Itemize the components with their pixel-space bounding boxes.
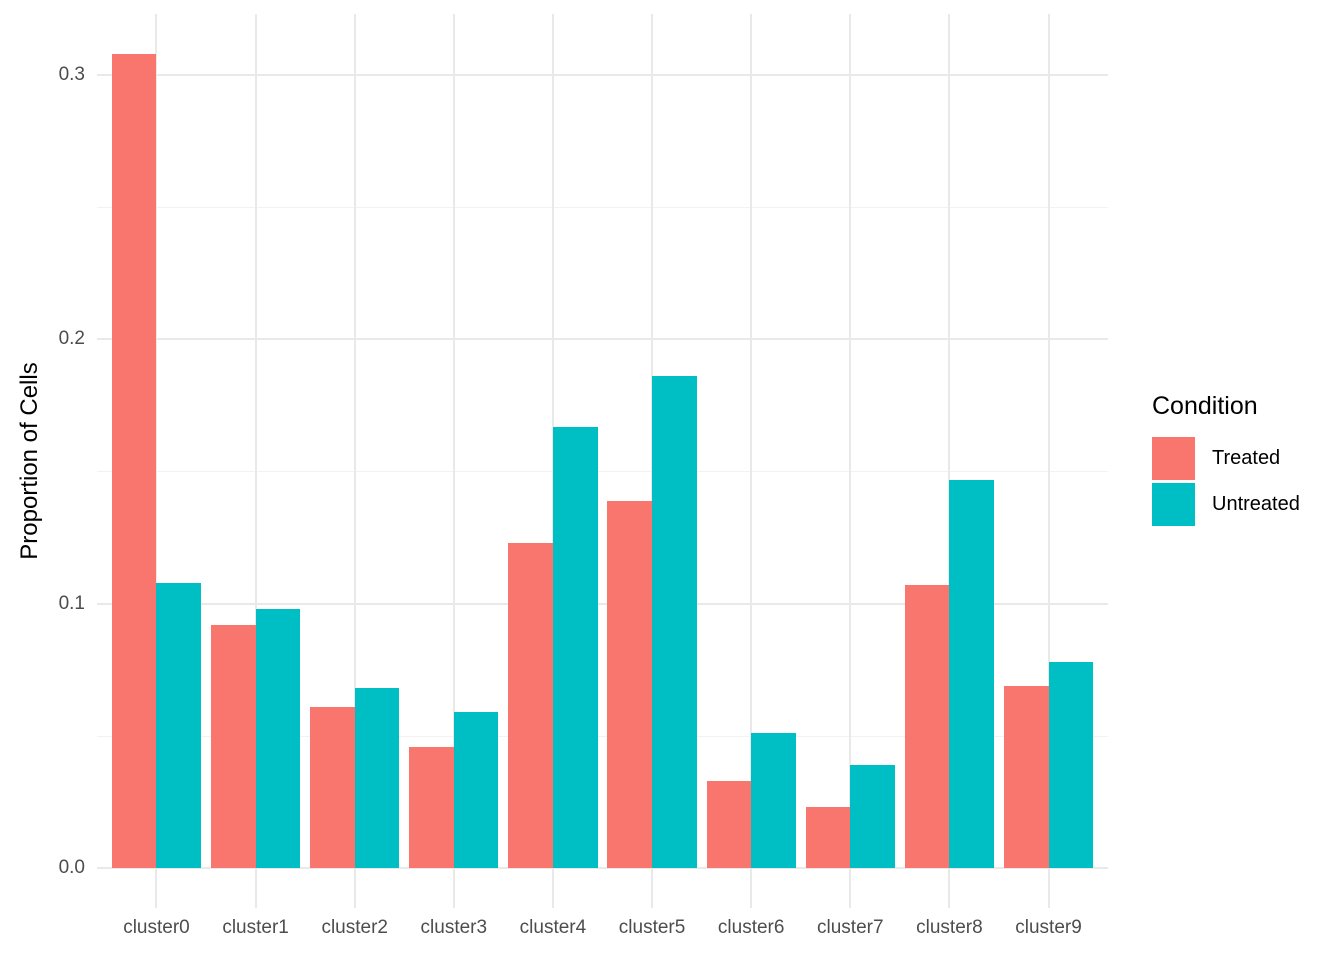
gridline-minor — [97, 206, 1108, 208]
x-tick-label: cluster5 — [618, 917, 686, 938]
gridline-major — [97, 338, 1108, 341]
bar-treated-cluster5 — [607, 500, 653, 869]
gridline-vertical — [948, 14, 951, 908]
x-tick-label: cluster0 — [123, 917, 190, 938]
y-axis-title: Proportion of Cells — [16, 362, 43, 560]
legend: Condition Treated Untreated — [1152, 392, 1342, 529]
gridline-vertical — [1047, 14, 1050, 908]
x-tick-label: cluster4 — [519, 917, 587, 938]
bar-treated-cluster7 — [805, 807, 851, 869]
bar-untreated-cluster8 — [949, 479, 994, 869]
gridline-vertical — [750, 14, 753, 908]
bar-treated-cluster9 — [1003, 685, 1049, 869]
bar-untreated-cluster7 — [850, 765, 895, 869]
y-tick-label: 0.0 — [58, 857, 85, 879]
plot-panel — [97, 14, 1108, 908]
bar-treated-cluster3 — [409, 746, 454, 869]
bar-untreated-cluster3 — [453, 712, 499, 869]
bar-untreated-cluster1 — [255, 609, 301, 869]
legend-swatch-treated — [1152, 437, 1195, 480]
bar-treated-cluster2 — [310, 706, 355, 869]
x-tick-label: cluster6 — [717, 917, 785, 938]
legend-label: Untreated — [1212, 493, 1300, 515]
bar-untreated-cluster6 — [751, 733, 796, 869]
bar-treated-cluster8 — [904, 585, 950, 869]
gridline-vertical — [452, 14, 455, 908]
x-tick-label: cluster9 — [1015, 917, 1082, 938]
gridline-vertical — [254, 14, 257, 908]
gridline-major — [97, 602, 1108, 605]
bar-untreated-cluster2 — [354, 688, 400, 869]
legend-title: Condition — [1152, 392, 1258, 420]
x-tick-label: cluster7 — [817, 917, 884, 938]
bar-treated-cluster0 — [111, 53, 157, 869]
y-tick-label: 0.1 — [58, 592, 85, 614]
legend-items: Treated Untreated — [1152, 437, 1342, 526]
gridline-minor — [97, 735, 1108, 737]
gridline-major — [97, 867, 1108, 870]
legend-swatch-untreated — [1152, 483, 1195, 526]
bar-untreated-cluster9 — [1048, 662, 1094, 869]
x-tick-label: cluster3 — [420, 917, 488, 938]
y-tick-label: 0.3 — [58, 63, 85, 85]
legend-item-treated: Treated — [1152, 437, 1342, 480]
gridline-vertical — [155, 14, 158, 908]
gridline-major — [97, 73, 1108, 76]
bar-untreated-cluster4 — [552, 426, 598, 869]
bar-untreated-cluster0 — [156, 582, 202, 869]
gridline-vertical — [353, 14, 356, 908]
y-tick-label: 0.2 — [58, 328, 85, 350]
gridline-minor — [97, 471, 1108, 473]
bar-treated-cluster4 — [508, 542, 553, 869]
bar-treated-cluster6 — [706, 781, 752, 869]
legend-label: Treated — [1212, 447, 1281, 469]
x-tick-label: cluster8 — [916, 917, 983, 938]
x-tick-label: cluster1 — [222, 917, 289, 938]
bar-treated-cluster1 — [210, 624, 256, 869]
gridline-vertical — [849, 14, 852, 908]
x-tick-label: cluster2 — [321, 917, 388, 938]
bar-untreated-cluster5 — [652, 376, 697, 869]
legend-item-untreated: Untreated — [1152, 483, 1342, 526]
